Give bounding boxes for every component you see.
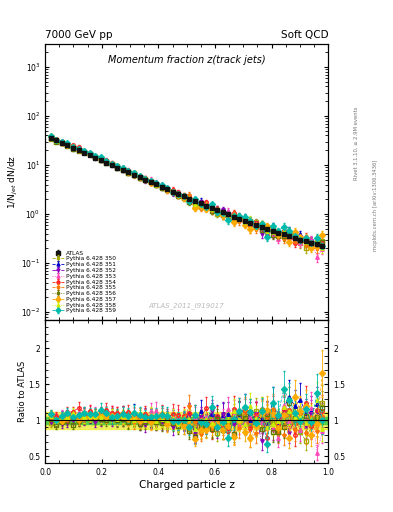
Text: Rivet 3.1.10, ≥ 2.9M events: Rivet 3.1.10, ≥ 2.9M events bbox=[354, 106, 359, 180]
Text: Soft QCD: Soft QCD bbox=[281, 30, 328, 40]
Text: 7000 GeV pp: 7000 GeV pp bbox=[45, 30, 113, 40]
X-axis label: Charged particle z: Charged particle z bbox=[139, 480, 235, 490]
Legend: ATLAS, Pythia 6.428 350, Pythia 6.428 351, Pythia 6.428 352, Pythia 6.428 353, P: ATLAS, Pythia 6.428 350, Pythia 6.428 35… bbox=[51, 250, 117, 314]
Text: ATLAS_2011_I919017: ATLAS_2011_I919017 bbox=[149, 302, 224, 309]
Y-axis label: 1/N$_{jet}$ dN/dz: 1/N$_{jet}$ dN/dz bbox=[7, 155, 20, 209]
Text: mcplots.cern.ch [arXiv:1306.3436]: mcplots.cern.ch [arXiv:1306.3436] bbox=[373, 159, 378, 250]
Y-axis label: Ratio to ATLAS: Ratio to ATLAS bbox=[18, 361, 27, 422]
Text: Momentum fraction z(track jets): Momentum fraction z(track jets) bbox=[108, 55, 266, 65]
